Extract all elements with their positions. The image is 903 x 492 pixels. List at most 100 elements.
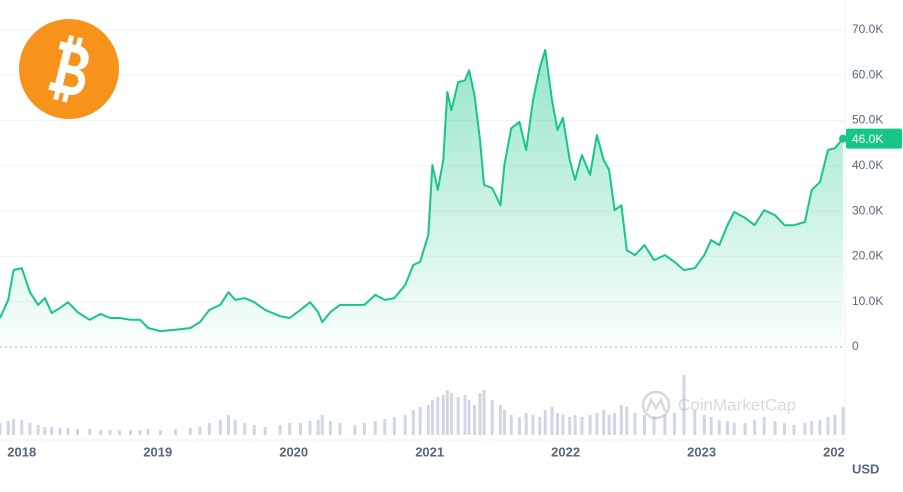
volume-bar	[482, 390, 486, 435]
x-tick-label: 2020	[279, 444, 308, 459]
volume-bar	[478, 393, 482, 435]
volume-bar	[642, 415, 646, 435]
volume-bar	[50, 427, 54, 435]
volume-bar	[298, 423, 302, 435]
volume-bar	[732, 423, 736, 435]
volume-bar	[158, 430, 162, 435]
volume-bar	[252, 425, 256, 435]
volume-bar	[509, 415, 513, 435]
volume-bar	[445, 390, 449, 435]
volume-bar	[702, 415, 706, 435]
volume-bar	[568, 417, 572, 435]
volume-bar	[198, 427, 202, 435]
volume-bar	[278, 425, 282, 435]
volume-bar	[0, 423, 2, 435]
volume-bar	[717, 420, 721, 435]
volume-bars	[0, 375, 845, 435]
y-tick-label: 60.0K	[852, 67, 883, 81]
volume-bar	[588, 415, 592, 435]
volume-bar	[467, 400, 471, 435]
volume-bar	[58, 428, 62, 435]
volume-bar	[76, 429, 80, 435]
volume-bar	[607, 415, 611, 435]
volume-bar	[88, 429, 92, 435]
volume-bar	[517, 417, 521, 435]
volume-bar	[146, 429, 150, 435]
y-tick-label: 30.0K	[852, 203, 883, 217]
volume-bar	[619, 405, 623, 435]
volume-bar	[66, 428, 70, 435]
last-value-label: 46.0K	[852, 132, 883, 146]
volume-bar	[288, 423, 292, 435]
volume-bar	[20, 420, 24, 435]
x-tick-label: 2021	[415, 444, 444, 459]
volume-bar	[693, 410, 697, 435]
volume-bar	[418, 407, 422, 435]
x-tick-label: 2018	[7, 444, 36, 459]
volume-bar	[826, 417, 830, 435]
volume-bar	[725, 421, 729, 435]
volume-bar	[138, 430, 142, 435]
x-tick-label: 2022	[551, 444, 580, 459]
volume-bar	[383, 419, 387, 435]
x-axis: 2018 2019 2020 2021 2022 2023 2024	[7, 444, 844, 459]
price-area	[0, 49, 843, 348]
volume-bar	[99, 430, 103, 435]
volume-bar	[118, 430, 122, 435]
volume-bar	[762, 417, 766, 435]
plot: 46.0K	[0, 48, 902, 348]
watermark-icon	[645, 397, 667, 412]
volume-bar	[218, 420, 222, 435]
volume-bar	[43, 427, 47, 435]
volume-bar	[36, 425, 40, 435]
volume-bar	[524, 413, 528, 435]
volume-bar	[129, 430, 133, 435]
volume-bar	[403, 415, 407, 435]
volume-bar	[441, 395, 445, 435]
volume-bar	[543, 410, 547, 435]
y-tick-label: 50.0K	[852, 113, 883, 127]
volume-bar	[226, 415, 230, 435]
volume-bar	[613, 413, 617, 435]
volume-bar	[531, 415, 535, 435]
volume-bar	[573, 415, 577, 435]
volume-bar	[436, 397, 440, 435]
volume-bar	[672, 413, 676, 435]
y-tick-label: 70.0K	[852, 22, 883, 36]
volume-bar	[773, 421, 777, 435]
volume-bar	[833, 415, 837, 435]
volume-bar	[841, 407, 845, 435]
price-line	[0, 48, 844, 333]
volume-bar	[803, 423, 807, 435]
volume-bar	[783, 423, 787, 435]
volume-bar	[430, 400, 434, 435]
volume-bar	[652, 417, 656, 435]
volume-bar	[595, 413, 599, 435]
volume-bar	[818, 420, 822, 435]
volume-bar	[353, 425, 357, 435]
volume-bar	[188, 428, 192, 435]
y-tick-label: 40.0K	[852, 158, 883, 172]
volume-bar	[709, 417, 713, 435]
last-point	[839, 134, 847, 143]
volume-bar	[550, 407, 554, 435]
y-tick-label: 20.0K	[852, 249, 883, 263]
volume-bar	[316, 420, 320, 435]
volume-bar	[449, 393, 453, 435]
volume-bar	[263, 427, 267, 435]
currency-label: USD	[852, 461, 879, 476]
volume-bar	[580, 417, 584, 435]
volume-bar	[633, 413, 637, 435]
volume-bar	[373, 421, 377, 435]
volume-bar	[392, 417, 396, 435]
bitcoin-logo	[19, 19, 119, 119]
watermark-icon	[641, 390, 671, 420]
watermark: CoinMarketCap	[641, 390, 796, 420]
y-tick-label: 10.0K	[852, 294, 883, 308]
volume-bar	[463, 395, 467, 435]
volume-bar	[207, 423, 211, 435]
volume-bar	[490, 400, 494, 435]
volume-bar	[320, 415, 324, 435]
